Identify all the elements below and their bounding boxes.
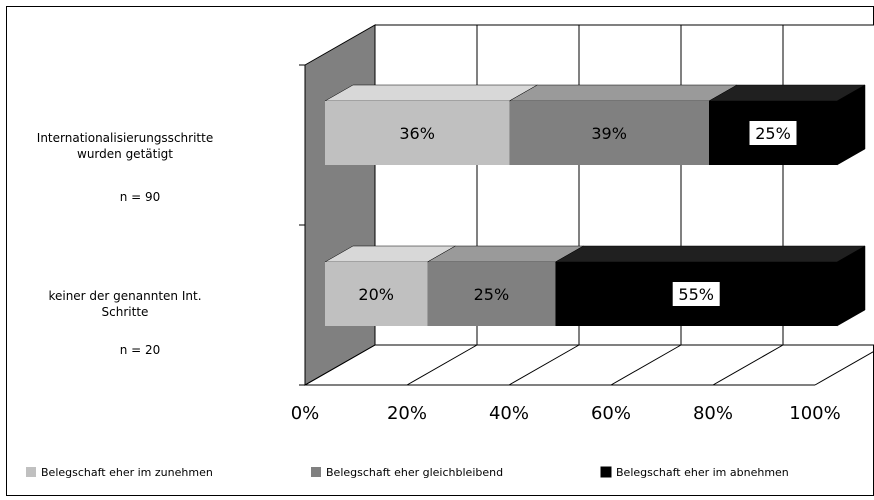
category-label: Schritte	[102, 305, 149, 319]
legend-swatch	[600, 466, 612, 478]
floor-gridline	[814, 350, 874, 386]
bar-segment	[509, 101, 709, 165]
x-tick-label: 80%	[693, 403, 733, 424]
x-tick-label: 100%	[789, 403, 840, 424]
legend-swatch	[26, 467, 36, 477]
category-label: wurden getätigt	[77, 147, 173, 161]
category-n-label: n = 90	[120, 190, 161, 204]
data-label-bg	[749, 121, 797, 145]
category-label: Internationalisierungsschritte	[37, 131, 213, 145]
floor-gridline	[610, 344, 682, 386]
floor-gridline	[304, 344, 376, 386]
bar-side-face	[836, 84, 866, 166]
x-tick-label: 60%	[591, 403, 631, 424]
legend-label: Belegschaft eher im abnehmen	[616, 466, 789, 479]
bar-top-face	[508, 84, 738, 102]
x-tick-label: 20%	[387, 403, 427, 424]
x-tick-label: 0%	[291, 403, 320, 424]
floor-gridline	[406, 344, 478, 386]
data-label: 36%	[399, 124, 435, 143]
data-label: 55%	[678, 285, 714, 304]
bar-side-face	[836, 245, 866, 327]
bar-segment	[325, 262, 428, 326]
floor-gridline	[508, 344, 580, 386]
legend-swatch	[311, 467, 321, 477]
data-label: 25%	[474, 285, 510, 304]
left-wall	[304, 24, 376, 386]
data-label: 39%	[591, 124, 627, 143]
bar-segment	[325, 101, 510, 165]
data-label-bg	[672, 282, 720, 306]
bar-top-face	[324, 84, 539, 102]
legend-label: Belegschaft eher gleichbleibend	[326, 466, 503, 479]
legend-label: Belegschaft eher im zunehmen	[41, 466, 213, 479]
category-n-label: n = 20	[120, 343, 161, 357]
x-tick-label: 40%	[489, 403, 529, 424]
data-label: 20%	[358, 285, 394, 304]
category-label: keiner der genannten Int.	[48, 289, 201, 303]
floor-gridline	[712, 344, 784, 386]
bar-segment	[427, 262, 556, 326]
bar-top-face	[554, 245, 866, 263]
data-label: 25%	[755, 124, 791, 143]
